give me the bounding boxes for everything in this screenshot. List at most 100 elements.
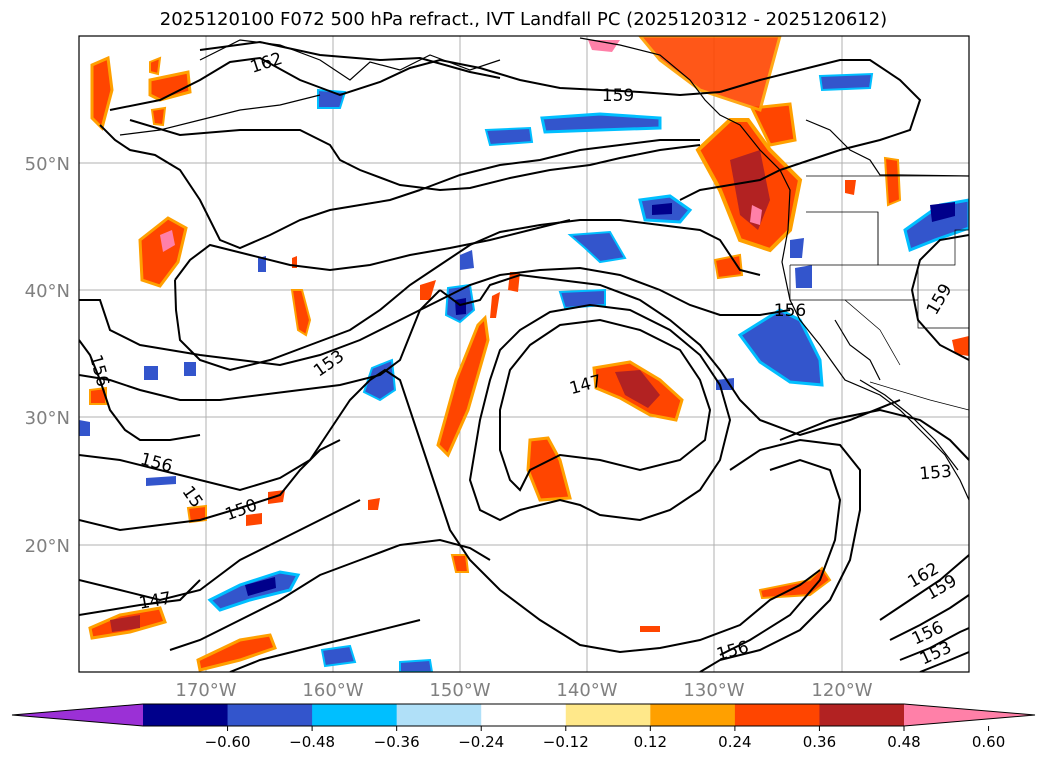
- pos-anomaly: [368, 498, 380, 510]
- latitude-labels: 50°N 40°N 30°N 20°N: [25, 154, 70, 557]
- colorbar-tick-label: 0.24: [718, 733, 751, 751]
- contour-159-se: [779, 408, 969, 461]
- contour-162: [199, 40, 501, 79]
- pos-anomaly: [526, 436, 572, 502]
- contour-159: [109, 56, 721, 111]
- contour-162-se: [879, 554, 969, 621]
- pos-anomaly: [640, 626, 660, 632]
- neg-anomaly: [484, 126, 534, 147]
- pos-anomaly-strong: [615, 370, 660, 408]
- pos-anomaly-core: [750, 205, 762, 225]
- contour-153-se2: [919, 651, 969, 672]
- map-title: 2025120100 F072 500 hPa refract., IVT La…: [159, 9, 888, 30]
- contour-159: [679, 59, 922, 201]
- neg-anomaly: [795, 265, 812, 288]
- colorbar-segment: [734, 704, 820, 726]
- shaded-fields: [79, 36, 969, 672]
- contour-147-stream: [79, 499, 361, 602]
- lat-label: 20°N: [25, 536, 70, 557]
- contour-150-inner: [468, 303, 732, 522]
- neg-anomaly: [818, 72, 874, 92]
- colorbar-tick-label: −0.12: [543, 733, 589, 751]
- colorbar: −0.60 −0.48 −0.36 −0.24 −0.12 0.12 0.24 0.36 0.4…: [11, 703, 1036, 751]
- pos-anomaly: [196, 633, 277, 672]
- contour-159: [129, 119, 701, 192]
- contour-156-se: [699, 438, 861, 672]
- neg-anomaly-strong: [455, 298, 466, 315]
- contour-159-se2: [889, 594, 969, 641]
- colorbar-tick-label: −0.48: [289, 733, 335, 751]
- contour-label: 159: [602, 86, 634, 106]
- neg-anomaly: [790, 238, 804, 258]
- colorbar-extend-max: [904, 704, 1035, 726]
- contour-156: [174, 219, 571, 281]
- neg-anomaly-strong: [245, 577, 276, 596]
- colorbar-tick-label: 0.48: [887, 733, 920, 751]
- lon-label: 140°W: [556, 680, 617, 701]
- colorbar-segment: [565, 704, 651, 726]
- pos-anomaly-strong: [110, 615, 140, 632]
- colorbar-tick-label: 0.12: [634, 733, 667, 751]
- pos-anomaly: [638, 36, 782, 112]
- contour-147: [499, 318, 712, 492]
- neg-anomaly: [146, 476, 176, 486]
- neg-anomaly: [540, 112, 662, 134]
- colorbar-tick-label: −0.36: [374, 733, 420, 751]
- neg-anomaly: [558, 288, 606, 310]
- lon-label: 150°W: [429, 680, 490, 701]
- contour-156: [99, 124, 421, 250]
- colorbar-tick-label: 0.36: [803, 733, 836, 751]
- colorbar-tick-label: 0.60: [972, 733, 1005, 751]
- colorbar-segment: [143, 704, 229, 726]
- neg-anomaly: [184, 362, 196, 376]
- contour-147-lower: [79, 579, 201, 616]
- lon-label: 120°W: [811, 680, 872, 701]
- colorbar-segment: [650, 704, 736, 726]
- lon-label: 170°W: [175, 680, 236, 701]
- pos-anomaly: [749, 102, 797, 147]
- borders: [789, 175, 969, 411]
- pos-anomaly-core: [160, 230, 175, 252]
- neg-anomaly: [79, 420, 90, 436]
- colorbar-segment: [396, 704, 482, 726]
- pos-anomaly: [186, 504, 207, 524]
- neg-anomaly: [144, 366, 158, 380]
- colorbar-tick-label: −0.60: [205, 733, 251, 751]
- colorbar-segment: [312, 704, 398, 726]
- map-frame: [78, 35, 970, 673]
- pos-anomaly: [952, 336, 969, 356]
- colorbar-tick-label: −0.24: [458, 733, 504, 751]
- contour-150: [439, 273, 901, 437]
- contour-156: [419, 139, 700, 191]
- contour-150-stream: [79, 439, 341, 532]
- pos-anomaly: [148, 70, 192, 102]
- neg-anomaly-strong: [652, 203, 672, 215]
- neg-anomaly: [258, 256, 266, 272]
- contour-150-lower: [169, 538, 491, 651]
- pos-anomaly: [490, 292, 500, 318]
- contour-label: 156: [774, 301, 806, 321]
- neg-anomaly-strong: [930, 202, 955, 222]
- colorbar-segment: [481, 704, 567, 726]
- colorbar-extend-min: [12, 704, 143, 726]
- lon-label: 130°W: [683, 680, 744, 701]
- colorbar-segment: [819, 704, 905, 726]
- pos-anomaly: [420, 280, 436, 300]
- lon-label: 160°W: [302, 680, 363, 701]
- contour-label: 153: [919, 462, 953, 485]
- neg-anomaly: [460, 250, 474, 270]
- pos-anomaly: [845, 180, 856, 195]
- contour-156-west: [79, 339, 201, 441]
- colorbar-outline: [11, 703, 1036, 727]
- contour-153-se: [719, 458, 842, 656]
- contour-153-stream: [79, 368, 821, 654]
- contour-150: [79, 289, 441, 401]
- height-contours: [79, 40, 969, 672]
- colorbar-segment: [227, 704, 313, 726]
- lat-label: 40°N: [25, 281, 70, 302]
- pos-anomaly: [450, 554, 470, 573]
- lat-label: 50°N: [25, 154, 70, 175]
- lat-label: 30°N: [25, 408, 70, 429]
- pos-anomaly: [883, 156, 902, 207]
